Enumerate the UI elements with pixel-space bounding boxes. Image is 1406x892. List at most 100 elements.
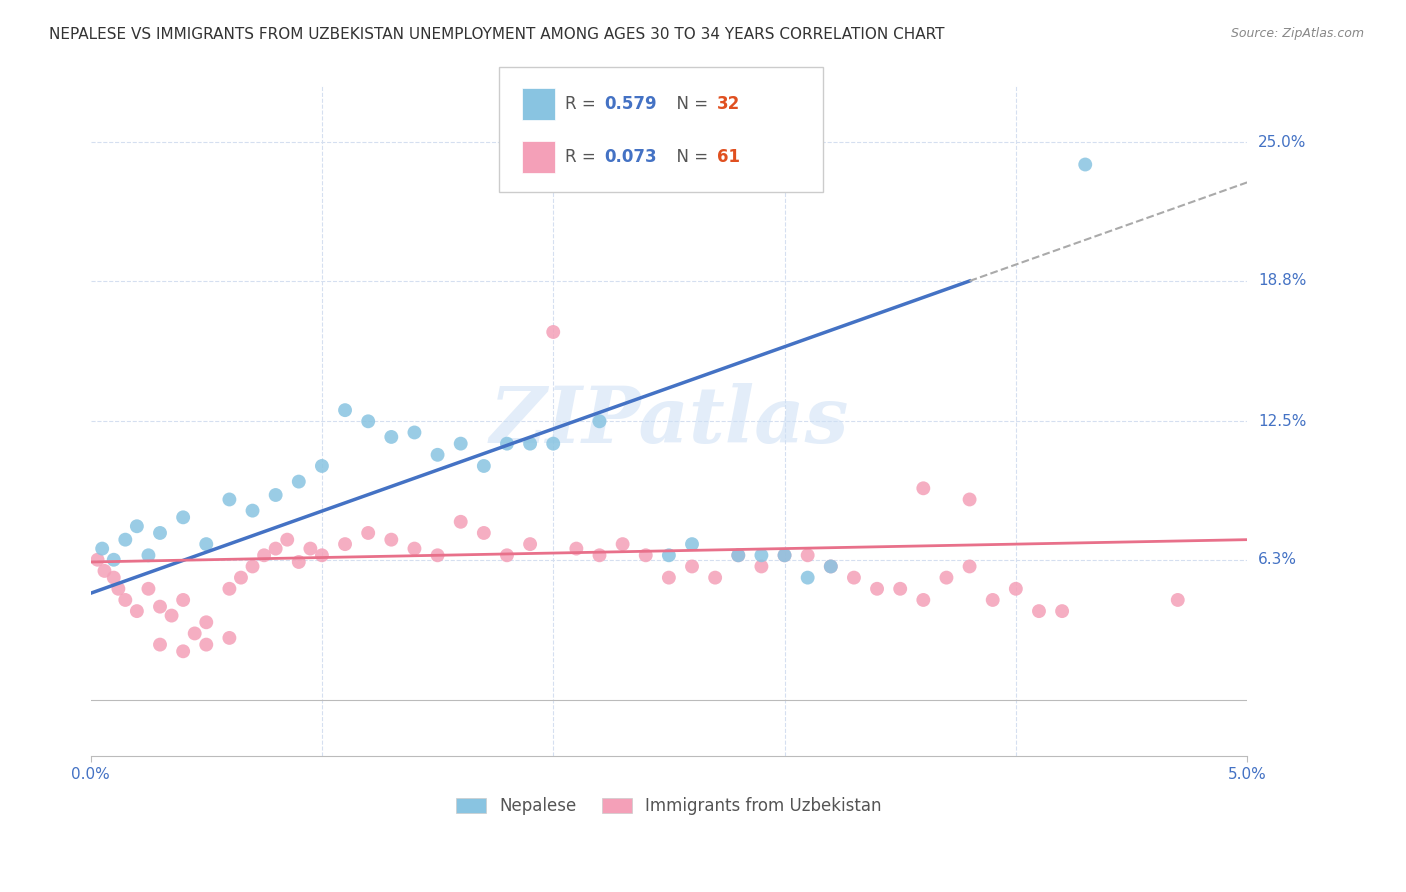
Text: N =: N = [666,148,714,166]
Text: R =: R = [565,95,602,113]
Point [91,541,114,556]
Point [172,510,194,524]
Point [519,436,541,450]
Point [311,458,333,473]
Point [472,525,495,540]
Point [889,582,911,596]
Point [242,559,264,574]
Point [1005,582,1028,596]
Point [218,582,240,596]
Point [93,564,115,578]
Point [773,549,796,563]
Point [796,549,818,563]
Point [450,436,472,450]
Point [264,488,287,502]
Text: 32: 32 [717,95,741,113]
Text: 6.3%: 6.3% [1258,552,1298,567]
Point [404,425,426,440]
Point [704,571,727,585]
Point [195,615,218,630]
Text: N =: N = [666,95,714,113]
Point [1050,604,1073,618]
Point [681,537,703,551]
Point [1028,604,1050,618]
Point [612,537,634,551]
Text: 0.073: 0.073 [605,148,657,166]
Point [959,559,981,574]
Text: R =: R = [565,148,602,166]
Point [658,549,681,563]
Point [519,537,541,551]
Point [172,593,194,607]
Point [311,549,333,563]
Point [634,549,657,563]
Point [86,553,108,567]
Point [264,541,287,556]
Point [404,541,426,556]
Point [380,430,402,444]
Text: ZIPatlas: ZIPatlas [489,383,849,459]
Point [138,549,160,563]
Point [195,638,218,652]
Point [380,533,402,547]
Point [288,475,311,489]
Point [253,549,276,563]
Point [357,525,380,540]
Point [426,448,449,462]
Point [218,631,240,645]
Point [288,555,311,569]
Point [588,549,610,563]
Point [751,549,773,563]
Point [149,525,172,540]
Text: 12.5%: 12.5% [1258,414,1306,429]
Point [959,492,981,507]
Point [588,414,610,428]
Point [751,559,773,574]
Point [912,481,935,495]
Legend: Nepalese, Immigrants from Uzbekistan: Nepalese, Immigrants from Uzbekistan [450,790,889,822]
Point [107,582,129,596]
Point [103,571,125,585]
Point [218,492,240,507]
Point [1074,157,1097,171]
Point [103,553,125,567]
Point [426,549,449,563]
Point [658,571,681,585]
Point [138,582,160,596]
Point [299,541,322,556]
Point [1167,593,1189,607]
Point [149,638,172,652]
Point [496,549,519,563]
Point [796,571,818,585]
Point [472,458,495,473]
Point [496,436,519,450]
Text: 0.579: 0.579 [605,95,657,113]
Text: 25.0%: 25.0% [1258,135,1306,150]
Point [935,571,957,585]
Point [565,541,588,556]
Text: Source: ZipAtlas.com: Source: ZipAtlas.com [1230,27,1364,40]
Point [866,582,889,596]
Point [681,559,703,574]
Point [727,549,749,563]
Point [276,533,298,547]
Point [114,533,136,547]
Point [149,599,172,614]
Text: 18.8%: 18.8% [1258,273,1306,288]
Text: 61: 61 [717,148,740,166]
Point [125,519,148,533]
Point [333,403,356,417]
Point [820,559,842,574]
Point [981,593,1004,607]
Point [541,436,564,450]
Point [842,571,865,585]
Point [160,608,183,623]
Point [125,604,148,618]
Point [357,414,380,428]
Point [727,549,749,563]
Point [229,571,252,585]
Point [114,593,136,607]
Point [183,626,205,640]
Point [541,325,564,339]
Point [242,503,264,517]
